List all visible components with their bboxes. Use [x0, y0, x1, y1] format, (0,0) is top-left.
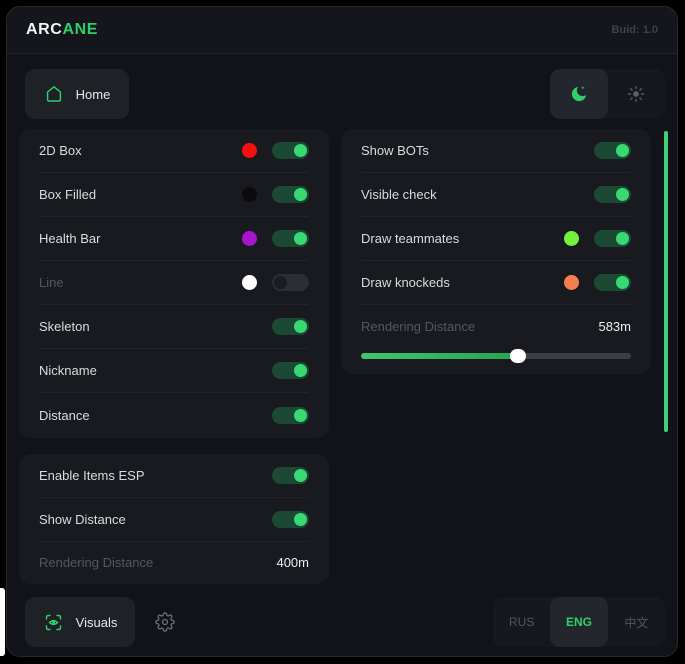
bottom-bar: Visuals RUS ENG 中文 [19, 597, 665, 647]
slider-value: 583m [598, 318, 631, 334]
color-swatch[interactable] [564, 275, 579, 290]
settings-gear-icon [155, 612, 175, 632]
toggle-2d-box[interactable] [272, 142, 309, 159]
toggle-nickname[interactable] [272, 362, 309, 379]
setting-label: 2D Box [39, 143, 82, 158]
bots-settings-panel: Show BOTs Visible check Draw teammates D… [341, 129, 651, 374]
setting-row-line: Line [39, 261, 309, 305]
setting-label: Line [39, 275, 64, 290]
app-logo: ARCANE [26, 21, 98, 39]
setting-label: Box Filled [39, 187, 97, 202]
scrollbar[interactable] [664, 131, 668, 432]
home-icon [44, 84, 64, 104]
slider-label: Rendering Distance [361, 318, 476, 334]
toggle-box-filled[interactable] [272, 186, 309, 203]
settings-button[interactable] [141, 597, 189, 647]
language-switcher: RUS ENG 中文 [493, 597, 665, 647]
build-version-label: Buid: 1.0 [611, 24, 658, 36]
sun-icon [626, 84, 646, 104]
toggle-knob [274, 276, 287, 289]
setting-row-draw-knockeds: Draw knockeds [361, 261, 631, 305]
toggle-health-bar[interactable] [272, 230, 309, 247]
toggle-knob [616, 144, 629, 157]
toggle-knob [616, 188, 629, 201]
toggle-knob [616, 276, 629, 289]
toggle-knob [294, 320, 307, 333]
color-swatch[interactable] [242, 187, 257, 202]
setting-label: Distance [39, 407, 90, 423]
toggle-knob [294, 513, 307, 526]
setting-row-show-bots: Show BOTs [361, 129, 631, 173]
slider-label: Rendering Distance [39, 554, 154, 570]
toggle-skeleton[interactable] [272, 318, 309, 335]
language-button-eng[interactable]: ENG [550, 597, 608, 647]
setting-label: Skeleton [39, 319, 90, 334]
setting-label: Show BOTs [361, 143, 429, 158]
home-button[interactable]: Home [25, 69, 129, 119]
setting-label: Nickname [39, 363, 97, 378]
toggle-knob [294, 144, 307, 157]
toggle-draw-knockeds[interactable] [594, 274, 631, 291]
setting-label: Show Distance [39, 512, 126, 527]
logo-text-green: ANE [62, 21, 99, 38]
esp-settings-panel: 2D Box Box Filled Health Bar Line Skelet [19, 129, 329, 438]
theme-light-button[interactable] [608, 69, 666, 119]
logo-text-white: ARC [26, 21, 63, 38]
setting-row-show-distance: Show Distance [39, 498, 309, 542]
color-swatch[interactable] [242, 275, 257, 290]
setting-label: Health Bar [39, 231, 101, 246]
visuals-tab-button[interactable]: Visuals [25, 597, 135, 647]
slider-knob[interactable] [509, 349, 526, 363]
setting-label: Draw teammates [361, 231, 460, 246]
theme-dark-button[interactable] [550, 69, 608, 119]
title-bar: ARCANE Buid: 1.0 [7, 7, 677, 54]
setting-label: Enable Items ESP [39, 468, 145, 483]
toggle-knob [294, 188, 307, 201]
toggle-knob [616, 232, 629, 245]
edge-notch [0, 588, 5, 656]
setting-row-health-bar: Health Bar [39, 217, 309, 261]
visuals-eye-icon [43, 612, 64, 633]
setting-label: Draw knockeds [361, 275, 450, 290]
app-window: ARCANE Buid: 1.0 Home [6, 6, 678, 657]
setting-row-skeleton: Skeleton [39, 305, 309, 349]
setting-row-box-filled: Box Filled [39, 173, 309, 217]
moon-icon [569, 84, 589, 104]
toggle-knob [294, 469, 307, 482]
setting-row-enable-items-esp: Enable Items ESP [39, 454, 309, 498]
color-swatch[interactable] [564, 231, 579, 246]
toggle-show-bots[interactable] [594, 142, 631, 159]
items-esp-panel: Enable Items ESP Show Distance Rendering… [19, 454, 329, 584]
toggle-show-distance[interactable] [272, 511, 309, 528]
setting-row-distance: Distance [39, 393, 309, 437]
slider-value: 400m [276, 554, 309, 570]
rendering-distance-slider[interactable] [361, 349, 631, 363]
toggle-knob [294, 408, 307, 422]
nav-bar: Home [19, 69, 665, 119]
theme-switcher [550, 69, 665, 119]
slider-header-row: Rendering Distance 400m [39, 542, 309, 582]
toggle-enable-items-esp[interactable] [272, 467, 309, 484]
toggle-knob [294, 364, 307, 377]
setting-label: Visible check [361, 187, 437, 202]
toggle-line[interactable] [272, 274, 309, 291]
slider-fill [361, 353, 518, 359]
setting-row-2d-box: 2D Box [39, 129, 309, 173]
toggle-knob [294, 232, 307, 245]
toggle-draw-teammates[interactable] [594, 230, 631, 247]
home-button-label: Home [75, 86, 111, 102]
toggle-visible-check[interactable] [594, 186, 631, 203]
toggle-distance[interactable] [272, 406, 309, 424]
setting-row-nickname: Nickname [39, 349, 309, 393]
color-swatch[interactable] [242, 143, 257, 158]
language-button-cn[interactable]: 中文 [608, 597, 665, 647]
language-button-rus[interactable]: RUS [493, 597, 550, 647]
color-swatch[interactable] [242, 231, 257, 246]
visuals-button-label: Visuals [75, 614, 118, 630]
setting-row-visible-check: Visible check [361, 173, 631, 217]
slider-header-row: Rendering Distance 583m [361, 305, 631, 347]
setting-row-draw-teammates: Draw teammates [361, 217, 631, 261]
